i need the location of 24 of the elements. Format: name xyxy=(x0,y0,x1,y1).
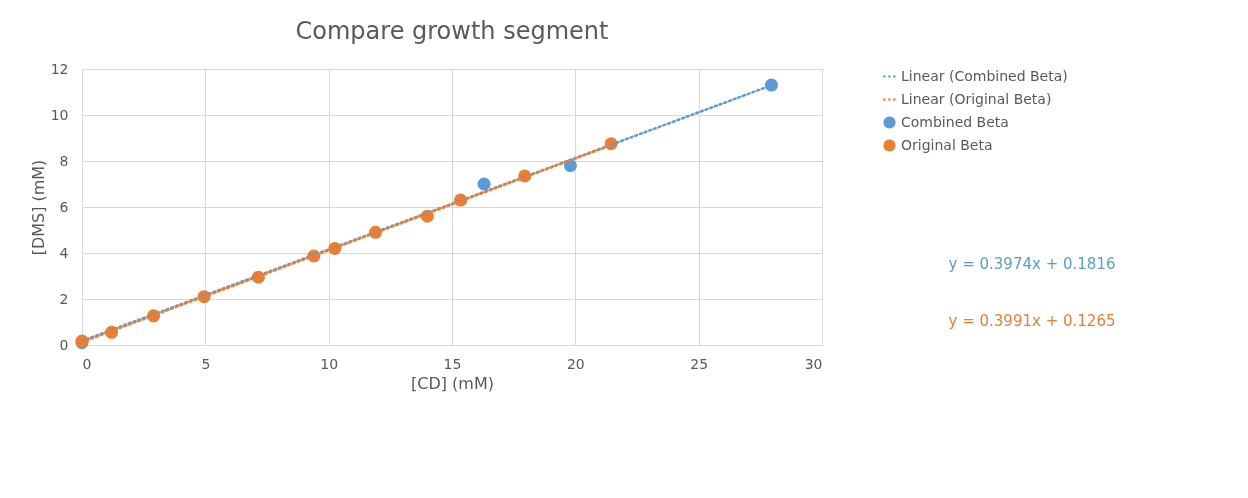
chart-title: Compare growth segment xyxy=(295,17,609,45)
legend-label: Linear (Original Beta) xyxy=(901,90,1052,107)
x-tick-label: 5 xyxy=(201,355,211,372)
legend-label: Original Beta xyxy=(901,136,993,153)
x-tick-label: 30 xyxy=(804,355,823,372)
y-tick-label: 10 xyxy=(50,106,69,123)
legend-label: Linear (Combined Beta) xyxy=(901,67,1068,84)
y-tick-label: 4 xyxy=(59,244,69,261)
y-tick-label: 8 xyxy=(59,152,69,169)
x-tick-label: 0 xyxy=(82,355,92,372)
x-axis-title: [CD] (mM) xyxy=(411,373,494,393)
text: y = 0.3991x + 0.1265 xyxy=(948,312,1116,330)
y-tick-label: 6 xyxy=(59,198,69,215)
text: y = 0.3974x + 0.1816 xyxy=(948,255,1116,273)
x-tick-label: 25 xyxy=(690,355,709,372)
x-tick-label: 15 xyxy=(443,355,462,372)
x-tick-label: 20 xyxy=(566,355,585,372)
legend-label: Combined Beta xyxy=(901,113,1009,130)
y-tick-label: 2 xyxy=(59,290,69,307)
y-tick-label: 12 xyxy=(50,60,69,77)
y-axis-title: [DMS] (mM) xyxy=(28,159,48,256)
x-tick-label: 10 xyxy=(320,355,339,372)
point xyxy=(477,177,491,191)
y-tick-label: 0 xyxy=(59,336,69,353)
